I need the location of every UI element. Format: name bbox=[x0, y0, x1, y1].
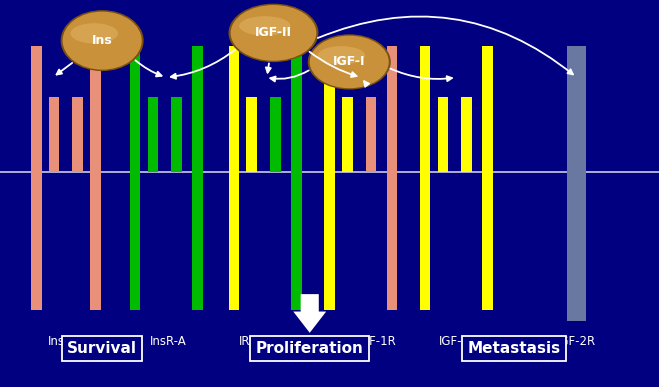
Text: IRA/IGF-1R: IRA/IGF-1R bbox=[239, 335, 301, 348]
Bar bbox=[387, 46, 397, 310]
Bar bbox=[270, 97, 281, 172]
Text: IRB/IGF-1R: IRB/IGF-1R bbox=[334, 335, 397, 348]
Ellipse shape bbox=[71, 23, 118, 43]
Bar bbox=[148, 97, 158, 172]
Bar bbox=[90, 46, 101, 310]
Bar bbox=[291, 46, 302, 310]
Bar bbox=[192, 46, 203, 310]
Bar bbox=[49, 97, 59, 172]
Ellipse shape bbox=[310, 36, 389, 88]
Text: IGF-2R: IGF-2R bbox=[557, 335, 596, 348]
Bar bbox=[31, 46, 42, 310]
Bar bbox=[246, 97, 257, 172]
Text: Survival: Survival bbox=[67, 341, 137, 356]
Bar bbox=[567, 46, 586, 321]
Text: IGF-1R: IGF-1R bbox=[438, 335, 478, 348]
Text: Metastasis: Metastasis bbox=[467, 341, 561, 356]
Ellipse shape bbox=[229, 3, 318, 62]
Bar bbox=[366, 97, 376, 172]
Ellipse shape bbox=[61, 10, 144, 71]
Ellipse shape bbox=[239, 16, 291, 36]
Bar bbox=[171, 97, 182, 172]
Bar bbox=[482, 46, 493, 310]
Bar bbox=[72, 97, 83, 172]
Ellipse shape bbox=[308, 34, 391, 89]
Text: InsR-A: InsR-A bbox=[150, 335, 186, 348]
Ellipse shape bbox=[231, 5, 316, 61]
Text: Proliferation: Proliferation bbox=[256, 341, 364, 356]
Bar bbox=[342, 97, 353, 172]
Text: Ins: Ins bbox=[92, 34, 113, 47]
Bar bbox=[420, 46, 430, 310]
Bar bbox=[229, 46, 239, 310]
Text: IGF-I: IGF-I bbox=[333, 55, 366, 68]
Ellipse shape bbox=[318, 46, 365, 65]
Bar bbox=[130, 46, 140, 310]
Bar bbox=[324, 46, 335, 310]
Text: InsR-B: InsR-B bbox=[47, 335, 84, 348]
Polygon shape bbox=[293, 294, 326, 333]
Bar bbox=[461, 97, 472, 172]
Ellipse shape bbox=[63, 12, 142, 70]
Text: IGF-II: IGF-II bbox=[255, 26, 292, 39]
Bar bbox=[438, 97, 448, 172]
